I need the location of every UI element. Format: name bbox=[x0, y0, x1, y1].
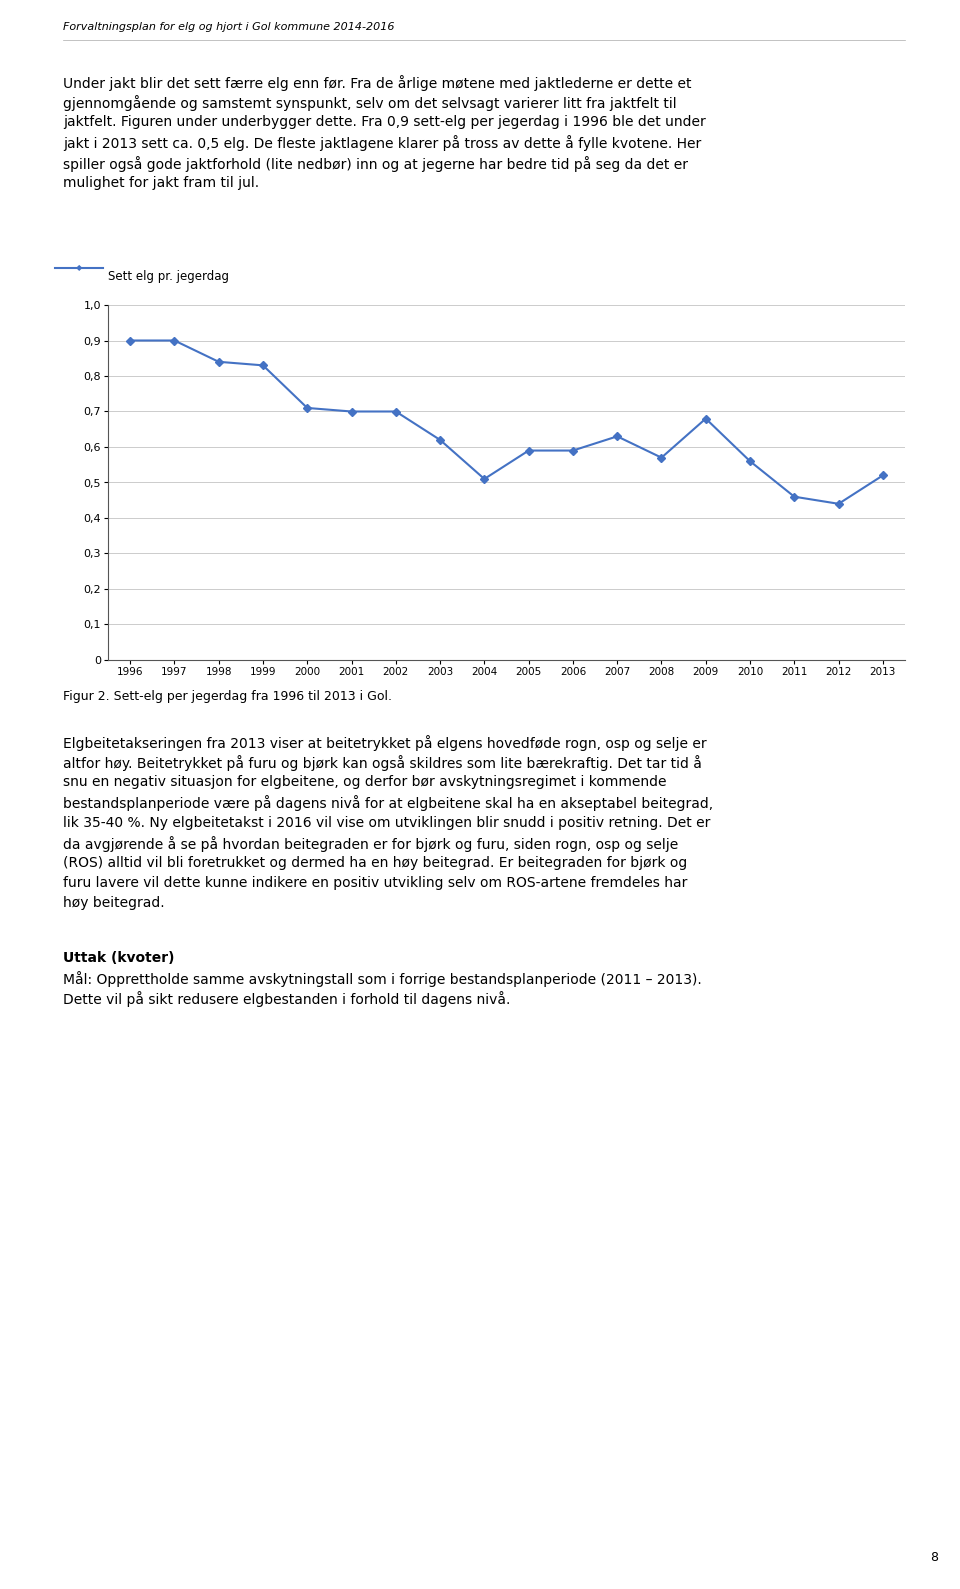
Text: Sett elg pr. jegerdag: Sett elg pr. jegerdag bbox=[108, 270, 229, 283]
Line: Sett elg pr. jegerdag: Sett elg pr. jegerdag bbox=[128, 338, 886, 507]
Text: Uttak (kvoter): Uttak (kvoter) bbox=[63, 952, 175, 965]
Text: Elgbeitetakseringen fra 2013 viser at beitetrykket på elgens hovedføde rogn, osp: Elgbeitetakseringen fra 2013 viser at be… bbox=[63, 736, 707, 752]
Sett elg pr. jegerdag bbox=[390, 402, 401, 421]
Sett elg pr. jegerdag bbox=[257, 356, 269, 375]
Text: jaktfelt. Figuren under underbygger dette. Fra 0,9 sett-elg per jegerdag i 1996 : jaktfelt. Figuren under underbygger dett… bbox=[63, 116, 706, 129]
Text: lik 35-40 %. Ny elgbeitetakst i 2016 vil vise om utviklingen blir snudd i positi: lik 35-40 %. Ny elgbeitetakst i 2016 vil… bbox=[63, 815, 710, 829]
Sett elg pr. jegerdag bbox=[877, 466, 889, 485]
Sett elg pr. jegerdag bbox=[169, 331, 180, 350]
Sett elg pr. jegerdag bbox=[612, 427, 623, 447]
Text: Forvaltningsplan for elg og hjort i Gol kommune 2014-2016: Forvaltningsplan for elg og hjort i Gol … bbox=[63, 22, 395, 32]
Text: furu lavere vil dette kunne indikere en positiv utvikling selv om ROS-artene fre: furu lavere vil dette kunne indikere en … bbox=[63, 876, 687, 890]
Text: Under jakt blir det sett færre elg enn før. Fra de årlige møtene med jaktlederne: Under jakt blir det sett færre elg enn f… bbox=[63, 75, 691, 91]
Text: (ROS) alltid vil bli foretrukket og dermed ha en høy beitegrad. Er beitegraden f: (ROS) alltid vil bli foretrukket og derm… bbox=[63, 856, 687, 869]
Text: spiller også gode jaktforhold (lite nedbør) inn og at jegerne har bedre tid på s: spiller også gode jaktforhold (lite nedb… bbox=[63, 156, 688, 172]
Text: høy beitegrad.: høy beitegrad. bbox=[63, 896, 164, 910]
Text: jakt i 2013 sett ca. 0,5 elg. De fleste jaktlagene klarer på tross av dette å fy: jakt i 2013 sett ca. 0,5 elg. De fleste … bbox=[63, 135, 701, 151]
Sett elg pr. jegerdag bbox=[346, 402, 357, 421]
Text: da avgjørende å se på hvordan beitegraden er for bjørk og furu, siden rogn, osp : da avgjørende å se på hvordan beitegrade… bbox=[63, 836, 679, 852]
Text: ◆: ◆ bbox=[76, 264, 83, 272]
Text: Figur 2. Sett-elg per jegerdag fra 1996 til 2013 i Gol.: Figur 2. Sett-elg per jegerdag fra 1996 … bbox=[63, 690, 392, 702]
Sett elg pr. jegerdag bbox=[744, 451, 756, 470]
Sett elg pr. jegerdag bbox=[788, 488, 800, 507]
Sett elg pr. jegerdag bbox=[567, 442, 579, 461]
Text: altfor høy. Beitetrykket på furu og bjørk kan også skildres som lite bærekraftig: altfor høy. Beitetrykket på furu og bjør… bbox=[63, 755, 702, 771]
Sett elg pr. jegerdag bbox=[434, 431, 445, 450]
Text: snu en negativ situasjon for elgbeitene, og derfor bør avskytningsregimet i komm: snu en negativ situasjon for elgbeitene,… bbox=[63, 775, 666, 790]
Sett elg pr. jegerdag bbox=[700, 408, 711, 427]
Sett elg pr. jegerdag bbox=[833, 494, 845, 513]
Text: Mål: Opprettholde samme avskytningstall som i forrige bestandsplanperiode (2011 : Mål: Opprettholde samme avskytningstall … bbox=[63, 971, 702, 987]
Sett elg pr. jegerdag bbox=[213, 353, 225, 372]
Text: 8: 8 bbox=[930, 1551, 938, 1564]
Sett elg pr. jegerdag bbox=[656, 448, 667, 467]
Sett elg pr. jegerdag bbox=[301, 399, 313, 418]
Text: Dette vil på sikt redusere elgbestanden i forhold til dagens nivå.: Dette vil på sikt redusere elgbestanden … bbox=[63, 992, 511, 1007]
Sett elg pr. jegerdag bbox=[479, 469, 491, 488]
Text: mulighet for jakt fram til jul.: mulighet for jakt fram til jul. bbox=[63, 176, 259, 189]
Text: gjennomgående og samstemt synspunkt, selv om det selvsagt varierer litt fra jakt: gjennomgående og samstemt synspunkt, sel… bbox=[63, 95, 677, 111]
Sett elg pr. jegerdag bbox=[523, 442, 535, 461]
Text: bestandsplanperiode være på dagens nivå for at elgbeitene skal ha en akseptabel : bestandsplanperiode være på dagens nivå … bbox=[63, 796, 713, 812]
Sett elg pr. jegerdag bbox=[125, 331, 136, 350]
